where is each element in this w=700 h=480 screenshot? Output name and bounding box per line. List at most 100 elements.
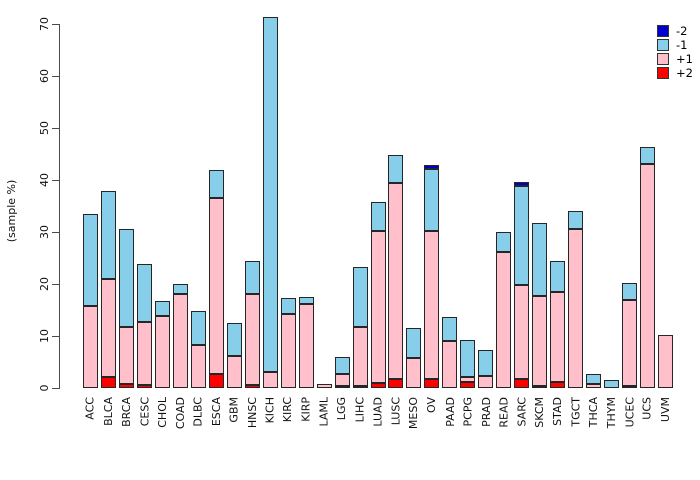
- x-axis-label-READ: READ: [497, 397, 511, 428]
- x-axis-label-PRAD: PRAD: [479, 397, 493, 427]
- x-axis-label-PAAD: PAAD: [443, 397, 457, 427]
- bar-segment-+1: [478, 375, 494, 388]
- x-axis-label-BRCA: BRCA: [119, 397, 133, 427]
- bar-segment-+1: [136, 321, 152, 385]
- x-axis-label-SKCM: SKCM: [533, 397, 547, 428]
- bar-segment--1: [550, 260, 566, 293]
- x-axis-label-ACC: ACC: [84, 397, 97, 420]
- bar-segment-+1: [640, 163, 656, 388]
- y-axis-tick-label: 50: [38, 121, 51, 135]
- bar-segment-+2: [514, 379, 530, 388]
- legend-swatch: [657, 25, 669, 37]
- bar-segment-+1: [406, 357, 422, 388]
- x-axis-label-UCEC: UCEC: [623, 397, 637, 428]
- legend-swatch: [657, 67, 669, 79]
- bar-segment-+1: [316, 384, 332, 388]
- bar-segment--1: [83, 213, 98, 307]
- y-axis-line: [59, 23, 60, 388]
- bar-segment--1: [298, 297, 314, 304]
- x-axis-label-SARC: SARC: [515, 397, 529, 427]
- bar-segment--1: [100, 191, 116, 279]
- bar-LUAD: [370, 202, 386, 388]
- bar-segment-+1: [280, 313, 296, 388]
- x-axis-label-THCA: THCA: [587, 397, 601, 428]
- bar-segment--1: [496, 232, 512, 253]
- bar-segment--1: [172, 283, 188, 295]
- bar-segment-+1: [154, 315, 170, 388]
- bar-segment-+1: [118, 327, 134, 385]
- y-axis-tick: [52, 283, 60, 285]
- y-axis-tick-label: 60: [38, 69, 51, 83]
- x-axis-label-DLBC: DLBC: [191, 397, 205, 427]
- bar-segment-+2: [550, 382, 566, 388]
- bar-segment-+1: [586, 383, 602, 388]
- bar-segment-+1: [352, 326, 368, 386]
- x-axis-label-STAD: STAD: [551, 397, 565, 426]
- legend-item--1: -1: [657, 38, 693, 52]
- bar-THCA: [586, 374, 602, 388]
- y-axis-tick: [52, 335, 60, 337]
- x-axis-label-CESC: CESC: [137, 397, 151, 427]
- bar-segment--1: [568, 210, 584, 229]
- x-axis-label-MESO: MESO: [407, 397, 421, 430]
- x-axis-label-THYM: THYM: [605, 397, 619, 429]
- bar-PCPG: [460, 339, 476, 388]
- bar-segment-+1: [622, 299, 638, 386]
- bar-segment-+1: [442, 340, 458, 388]
- bar-UVM: [658, 335, 674, 388]
- bar-segment--1: [442, 317, 458, 341]
- bar-segment-+2: [424, 379, 440, 388]
- x-axis-label-HNSC: HNSC: [245, 397, 259, 429]
- bar-TGCT: [568, 210, 584, 388]
- bar-DLBC: [190, 310, 206, 388]
- legend-label: -2: [676, 24, 688, 38]
- x-axis-label-ESCA: ESCA: [209, 397, 223, 427]
- x-axis-label-KIRC: KIRC: [281, 397, 295, 423]
- bar-segment--1: [136, 264, 152, 322]
- legend-label: +1: [676, 52, 693, 66]
- y-axis-tick: [52, 127, 60, 129]
- bar-OV: [424, 164, 440, 388]
- bar-segment-+2: [388, 379, 404, 388]
- legend-label: -1: [676, 38, 688, 52]
- bar-UCS: [640, 146, 656, 388]
- bar-segment-+2: [136, 384, 152, 388]
- bar-segment--1: [640, 146, 656, 164]
- bar-segment--1: [622, 283, 638, 300]
- bar-segment-+2: [532, 386, 548, 388]
- bar-segment--2: [424, 164, 440, 170]
- bar-CESC: [136, 264, 152, 388]
- x-axis-label-OV: OV: [425, 397, 439, 413]
- x-axis-label-GBM: GBM: [227, 397, 241, 423]
- bar-LIHC: [352, 267, 368, 388]
- bar-segment-+1: [550, 292, 566, 383]
- bar-segment-+1: [334, 374, 350, 386]
- bar-BRCA: [118, 229, 134, 388]
- bar-segment--1: [208, 169, 224, 199]
- bar-LGG: [334, 356, 350, 388]
- bar-SKCM: [532, 222, 548, 388]
- bar-segment-+1: [190, 345, 206, 388]
- bar-segment--1: [352, 267, 368, 327]
- bar-segment-+1: [172, 294, 188, 388]
- bar-segment-+1: [298, 303, 314, 388]
- bar-segment-+2: [208, 373, 224, 388]
- bar-segment--1: [244, 260, 260, 295]
- y-axis-tick: [52, 231, 60, 233]
- bar-segment--1: [406, 328, 422, 358]
- bar-segment-+1: [262, 372, 278, 388]
- bar-LAML: [316, 384, 332, 388]
- bar-segment--1: [388, 154, 404, 183]
- y-axis-tick-label: 20: [38, 277, 51, 291]
- x-axis-label-UVM: UVM: [659, 397, 673, 423]
- bar-segment--1: [118, 229, 134, 328]
- bar-PAAD: [442, 317, 458, 388]
- y-axis-tick-label: 30: [38, 225, 51, 239]
- bar-CHOL: [154, 300, 170, 388]
- bar-segment-+2: [622, 386, 638, 388]
- x-axis-label-COAD: COAD: [173, 397, 187, 430]
- bar-segment-+2: [460, 382, 476, 388]
- legend-swatch: [657, 39, 669, 51]
- bar-segment-+1: [100, 278, 116, 377]
- bar-segment-+1: [568, 228, 584, 388]
